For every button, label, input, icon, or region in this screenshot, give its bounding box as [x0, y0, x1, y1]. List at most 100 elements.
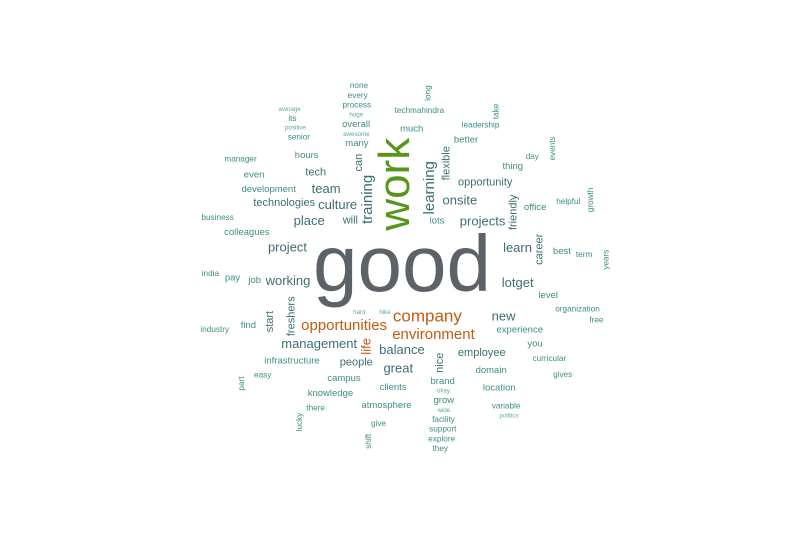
- cloud-word: find: [241, 320, 256, 331]
- cloud-word: environment: [392, 326, 475, 343]
- cloud-word: support: [429, 425, 457, 434]
- cloud-word: every: [348, 91, 369, 100]
- cloud-word: curricular: [533, 354, 567, 363]
- cloud-word: flexible: [441, 146, 453, 180]
- cloud-word: training: [359, 175, 376, 224]
- cloud-word: great: [383, 360, 413, 375]
- cloud-word: culture: [318, 197, 357, 212]
- cloud-word: easy: [254, 370, 272, 379]
- cloud-word: business: [202, 213, 234, 222]
- cloud-word: process: [342, 101, 371, 110]
- cloud-word: lots: [430, 216, 445, 227]
- cloud-word: job: [247, 275, 261, 286]
- cloud-word: better: [454, 135, 478, 146]
- cloud-word: project: [268, 239, 307, 254]
- cloud-word: opportunities: [301, 317, 387, 334]
- cloud-word: india: [202, 269, 220, 278]
- cloud-word: facility: [432, 415, 456, 424]
- cloud-word: they: [433, 444, 449, 453]
- cloud-word: infrastructure: [264, 355, 319, 366]
- cloud-word: best: [553, 246, 571, 257]
- cloud-word: organization: [555, 305, 600, 314]
- cloud-word: give: [371, 419, 386, 428]
- cloud-word: management: [281, 336, 357, 351]
- cloud-word: people: [340, 357, 373, 369]
- cloud-word: pay: [225, 272, 241, 283]
- cloud-word: politics: [500, 413, 519, 420]
- cloud-word: team: [312, 181, 341, 196]
- cloud-word: campus: [327, 373, 361, 384]
- cloud-word: senior: [288, 132, 311, 141]
- cloud-word: hours: [295, 150, 319, 161]
- cloud-word: none: [350, 81, 369, 90]
- cloud-word: company: [393, 307, 462, 326]
- cloud-word: okay: [437, 388, 451, 395]
- cloud-word: domain: [476, 365, 507, 376]
- cloud-word: career: [534, 233, 546, 265]
- cloud-word: lucky: [295, 412, 304, 432]
- cloud-word: work: [370, 137, 419, 232]
- cloud-word: can: [353, 154, 365, 172]
- cloud-word: average: [279, 106, 302, 113]
- cloud-word: helpful: [556, 197, 580, 206]
- cloud-word: industry: [200, 325, 230, 334]
- cloud-word: tech: [305, 167, 326, 179]
- cloud-word: long: [424, 85, 433, 101]
- cloud-word: employee: [458, 347, 506, 359]
- cloud-word: leadership: [462, 121, 500, 130]
- cloud-word: variable: [492, 402, 521, 411]
- cloud-word: day: [526, 152, 540, 161]
- cloud-word: learn: [503, 240, 532, 255]
- cloud-word: shift: [364, 433, 373, 449]
- cloud-word: working: [265, 273, 311, 288]
- cloud-word: manager: [224, 155, 257, 164]
- cloud-word: its: [288, 114, 296, 123]
- cloud-word: good: [313, 219, 491, 308]
- cloud-word: location: [483, 383, 516, 394]
- cloud-word: events: [548, 136, 557, 160]
- cloud-word: experience: [497, 325, 543, 336]
- cloud-word: technologies: [253, 197, 315, 209]
- cloud-word: part: [237, 376, 246, 391]
- cloud-word: projects: [460, 213, 506, 228]
- cloud-word: free: [589, 316, 604, 325]
- cloud-word: growth: [586, 187, 595, 212]
- cloud-word: gives: [553, 370, 572, 379]
- cloud-word: atmosphere: [361, 400, 411, 411]
- cloud-word: level: [538, 290, 558, 301]
- cloud-word: take: [491, 103, 500, 119]
- cloud-word: overall: [342, 119, 370, 130]
- cloud-word: onsite: [443, 192, 478, 207]
- cloud-word: knowledge: [308, 388, 353, 399]
- cloud-word: you: [527, 339, 542, 350]
- cloud-word: techmahindra: [395, 106, 445, 115]
- cloud-word: opportunity: [458, 177, 513, 189]
- cloud-word: development: [241, 184, 296, 195]
- cloud-word: awesome: [343, 131, 370, 138]
- cloud-word: learning: [421, 161, 438, 214]
- cloud-word: lotget: [502, 275, 534, 290]
- cloud-word: term: [576, 250, 593, 259]
- cloud-word: years: [601, 250, 610, 270]
- cloud-word: start: [264, 311, 276, 332]
- cloud-word: will: [342, 215, 358, 227]
- cloud-word: many: [345, 138, 368, 149]
- cloud-word: thing: [502, 161, 523, 172]
- cloud-word: office: [524, 202, 547, 213]
- cloud-word: place: [294, 213, 325, 228]
- cloud-word: explore: [428, 434, 455, 443]
- cloud-word: freshers: [285, 296, 297, 336]
- cloud-word: even: [244, 169, 265, 180]
- cloud-word: friendly: [508, 194, 520, 230]
- cloud-word: there: [306, 403, 325, 412]
- cloud-word: grow: [434, 395, 455, 406]
- cloud-word: clients: [380, 382, 407, 393]
- cloud-word: new: [492, 309, 516, 324]
- cloud-word: positive: [285, 125, 307, 132]
- cloud-word: wide: [436, 407, 450, 414]
- cloud-word: much: [400, 123, 423, 134]
- cloud-word: hike: [379, 309, 391, 316]
- cloud-word: colleagues: [224, 227, 270, 238]
- cloud-word: life: [359, 338, 374, 355]
